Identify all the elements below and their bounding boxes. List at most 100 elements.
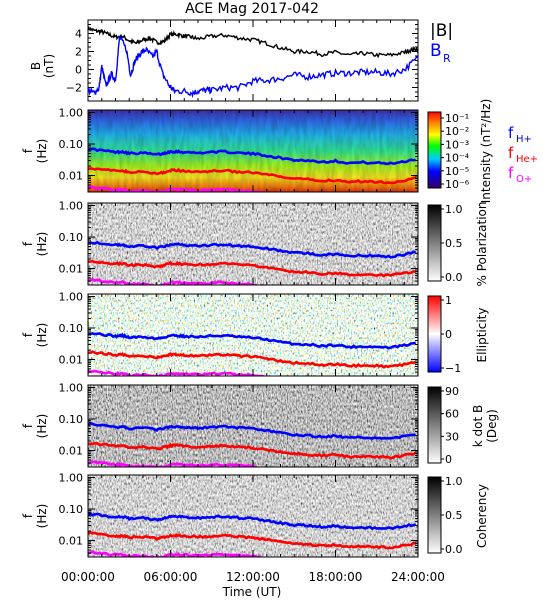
b-field-axis: 4 2 0 −2 bbox=[66, 19, 419, 102]
freq-tick-label: 1.00 bbox=[59, 381, 84, 394]
colorbar bbox=[427, 386, 442, 464]
spectrogram-panels: 1.000.100.01f (Hz)10⁻¹10⁻²10⁻³10⁻⁴10⁻⁵10⁻… bbox=[21, 99, 499, 558]
b-ytick-label: 2 bbox=[75, 46, 82, 59]
gyro-line-o bbox=[88, 549, 266, 557]
colorbar-tick-label: 90 bbox=[445, 385, 459, 398]
legend-f-he-sub: He+ bbox=[516, 154, 538, 165]
gyro-legend: f H+ f He+ f O+ bbox=[508, 124, 538, 185]
legend-f-h-sub: H+ bbox=[516, 134, 532, 145]
freq-tick-label: 0.10 bbox=[59, 322, 84, 335]
series-line-b-radial bbox=[87, 35, 419, 99]
gyro-line-o bbox=[88, 185, 268, 192]
colorbar-tick-label: −1 bbox=[445, 362, 461, 375]
colorbar-tick-label: 30 bbox=[445, 430, 459, 443]
panel-ylabel-f: f bbox=[21, 148, 35, 153]
colorbar-tick-label: 10⁻² bbox=[445, 125, 469, 138]
freq-tick-label: 1.00 bbox=[59, 199, 84, 212]
colorbar-label: Intensity (nT²/Hz) bbox=[479, 99, 493, 204]
gyro-line-h bbox=[88, 240, 416, 259]
chart-title: ACE Mag 2017-042 bbox=[185, 1, 319, 17]
freq-tick-label: 0.01 bbox=[59, 535, 84, 548]
gyro-line-h bbox=[88, 421, 416, 440]
b-ytick-label: 0 bbox=[75, 64, 82, 77]
intensity-texture bbox=[88, 110, 418, 192]
time-axis: 00:00:00 06:00:00 12:00:00 18:00:00 24:00:00 bbox=[61, 20, 445, 584]
gyro-line-he bbox=[88, 167, 416, 185]
colorbar-tick-label: 0 bbox=[445, 453, 452, 466]
colorbar-tick-label: 10⁻⁶ bbox=[445, 178, 470, 191]
freq-tick-label: 0.01 bbox=[59, 445, 84, 458]
freq-tick-label: 0.01 bbox=[59, 170, 84, 183]
colorbar-tick-label: 0 bbox=[445, 328, 452, 341]
b-ytick-label: 4 bbox=[75, 28, 82, 41]
freq-tick-label: 1.00 bbox=[59, 290, 84, 303]
legend-f-o: f bbox=[508, 164, 514, 182]
time-tick-label: 06:00:00 bbox=[144, 570, 198, 584]
panel-b-field: 4 2 0 −2 B (nT) |B| B R bbox=[29, 19, 453, 102]
colorbar-tick-label: 0.5 bbox=[445, 237, 463, 250]
colorbar-tick-label: 10⁻³ bbox=[445, 138, 469, 151]
legend-f-h: f bbox=[508, 124, 514, 142]
x-axis-label: Time (UT) bbox=[222, 585, 282, 599]
colorbar bbox=[427, 295, 442, 373]
freq-tick-label: 0.01 bbox=[59, 263, 84, 276]
panel-ylabel-f: f bbox=[21, 332, 35, 337]
colorbar bbox=[427, 111, 442, 189]
panel-kdotb: 1.00 0.10 0.01 f (Hz) 90 60 30 0 k dot B (Deg) bbox=[21, 381, 499, 468]
gyro-line-o bbox=[88, 369, 266, 376]
freq-tick-label: 0.10 bbox=[59, 413, 84, 426]
colorbar-label: Ellipticity bbox=[475, 308, 489, 363]
colorbar-tick-label: 10⁻⁴ bbox=[445, 152, 470, 165]
freq-tick-label: 0.10 bbox=[59, 231, 84, 244]
gyro-line-h bbox=[88, 147, 416, 166]
legend-f-he: f bbox=[508, 144, 514, 162]
colorbar-tick-label: 1.0 bbox=[445, 203, 463, 216]
gyro-line-he bbox=[88, 530, 417, 550]
polarization-image bbox=[88, 203, 418, 285]
colorbar-tick-label: 10⁻¹ bbox=[445, 112, 469, 125]
panel-ylabel-unit: (Hz) bbox=[35, 232, 49, 257]
panel-ylabel-f: f bbox=[21, 513, 35, 518]
gyro-line-he bbox=[88, 259, 416, 278]
panel-coherency: 1.00 0.10 0.01 f (Hz) 1.0 0.5 0.0 Coherency bbox=[21, 471, 489, 558]
panel-ylabel-unit: (Hz) bbox=[35, 504, 49, 529]
colorbar-tick-label: 0.0 bbox=[445, 543, 463, 556]
freq-tick-label: 0.10 bbox=[59, 138, 84, 151]
gyro-line-o bbox=[88, 277, 267, 285]
freq-tick-label: 1.00 bbox=[59, 106, 84, 119]
gyro-line-he bbox=[88, 350, 417, 369]
kdotb-image bbox=[88, 385, 418, 467]
panel-ellipticity: 1.00 0.10 0.01 f (Hz) 1 0 −1 Ellipticity bbox=[21, 290, 489, 377]
panel-ylabel-unit: (Hz) bbox=[35, 139, 49, 164]
colorbar-tick-label: 60 bbox=[445, 408, 459, 421]
ellipticity-image bbox=[88, 294, 418, 376]
legend-f-o-sub: O+ bbox=[516, 174, 532, 185]
b-plot-frame bbox=[87, 19, 419, 102]
time-tick-label: 12:00:00 bbox=[226, 570, 280, 584]
colorbar-tick-label: 1.0 bbox=[445, 475, 463, 488]
colorbar-tick-label: 10⁻⁵ bbox=[445, 165, 469, 178]
colorbar-label-line1: k dot B bbox=[471, 405, 485, 447]
coherency-image bbox=[88, 475, 418, 557]
b-ylabel-bottom: (nT) bbox=[42, 54, 56, 78]
gyro-line-h bbox=[88, 511, 417, 531]
legend-b-magnitude: |B| bbox=[430, 21, 453, 41]
freq-tick-label: 1.00 bbox=[59, 471, 84, 484]
b-ylabel-top: B bbox=[29, 62, 43, 70]
panel-polarization: 1.00 0.10 0.01 f (Hz) 1.0 0.5 0.0 % Polarization bbox=[21, 199, 489, 286]
colorbar-label: Coherency bbox=[475, 484, 489, 548]
gyro-line-o bbox=[88, 460, 272, 467]
colorbar-tick-label: 0.5 bbox=[445, 509, 463, 522]
panel-intensity: 1.00 0.10 0.01 f (Hz) 10⁻¹10⁻²10⁻³10⁻⁴10⁻⁵10⁻… bbox=[21, 99, 493, 204]
b-ytick-label: −2 bbox=[66, 82, 82, 95]
time-tick-label: 00:00:00 bbox=[61, 570, 115, 584]
freq-tick-label: 0.10 bbox=[59, 503, 84, 516]
time-tick-label: 18:00:00 bbox=[309, 570, 363, 584]
series-line-b-magnitude bbox=[87, 26, 419, 59]
panel-ylabel-f: f bbox=[21, 423, 35, 428]
panel-ylabel-f: f bbox=[21, 241, 35, 246]
legend-b-radial: B bbox=[430, 41, 442, 61]
freq-tick-label: 0.01 bbox=[59, 354, 84, 367]
colorbar-tick-label: 1 bbox=[445, 294, 452, 307]
